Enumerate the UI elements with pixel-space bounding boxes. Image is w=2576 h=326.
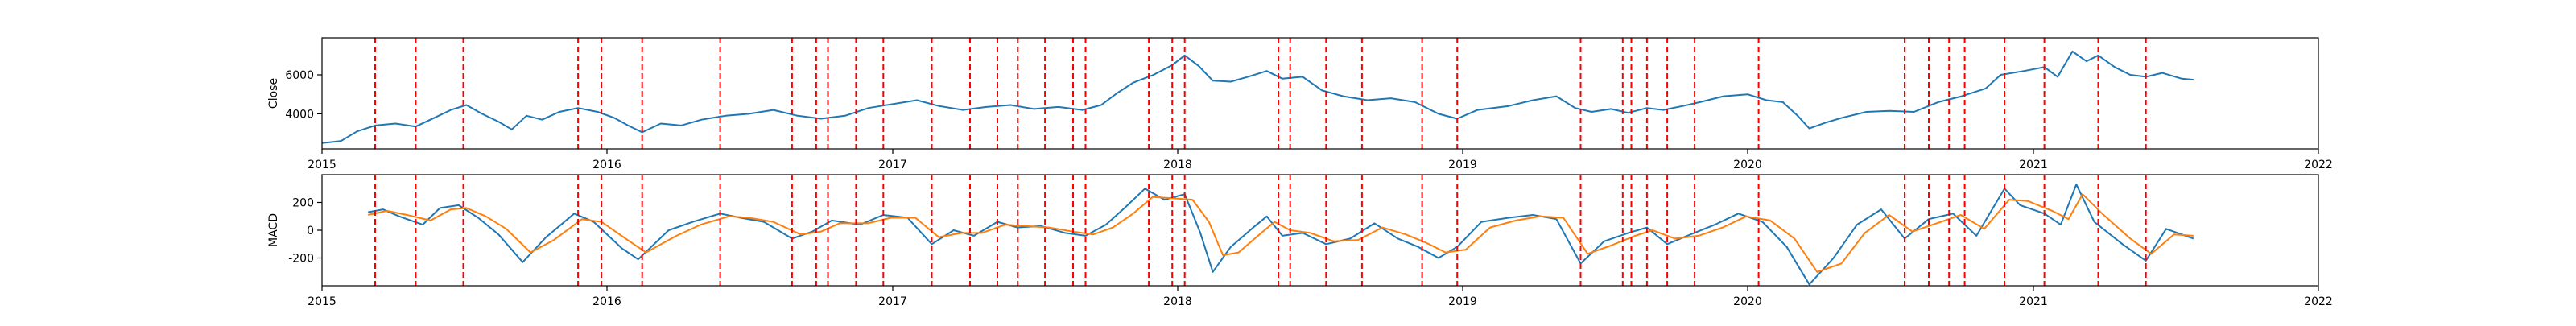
y-axis-label: MACD xyxy=(267,213,280,247)
x-tick-label: 2017 xyxy=(878,159,907,171)
x-tick-label: 2022 xyxy=(2304,159,2333,171)
y-tick-label: 200 xyxy=(292,197,314,210)
x-tick-label: 2016 xyxy=(592,295,621,308)
x-tick-label: 2020 xyxy=(1733,295,1762,308)
x-tick-label: 2017 xyxy=(878,295,907,308)
y-tick-label: 6000 xyxy=(285,69,314,82)
series-line-0 xyxy=(321,50,2194,144)
x-tick-label: 2015 xyxy=(308,295,336,308)
series-line-0 xyxy=(368,184,2194,286)
x-tick-label: 2018 xyxy=(1163,295,1192,308)
x-tick-label: 2021 xyxy=(2019,295,2048,308)
x-tick-label: 2020 xyxy=(1733,159,1762,171)
y-axis-label: Close xyxy=(267,78,280,109)
x-tick-label: 2019 xyxy=(1448,159,1477,171)
close-price-panel: 4000 6000 2015 2016 2017 2018 2019 2020 2021 2022… xyxy=(267,37,2333,171)
x-tick-label: 2021 xyxy=(2019,159,2048,171)
y-tick-label: 0 xyxy=(307,225,314,237)
x-tick-label: 2019 xyxy=(1448,295,1477,308)
x-tick-label: 2016 xyxy=(592,159,621,171)
y-tick-label: 4000 xyxy=(285,108,314,121)
x-tick-label: 2018 xyxy=(1163,159,1192,171)
axes-frame xyxy=(321,37,2319,150)
y-tick-label: -200 xyxy=(288,253,314,266)
x-tick-label: 2022 xyxy=(2304,295,2333,308)
macd-panel: 200 0 -200 2015 2016 2017 2018 2019 2020 2021 2022… xyxy=(267,174,2333,308)
series-line-1 xyxy=(367,193,2194,273)
x-tick-label: 2015 xyxy=(308,159,336,171)
